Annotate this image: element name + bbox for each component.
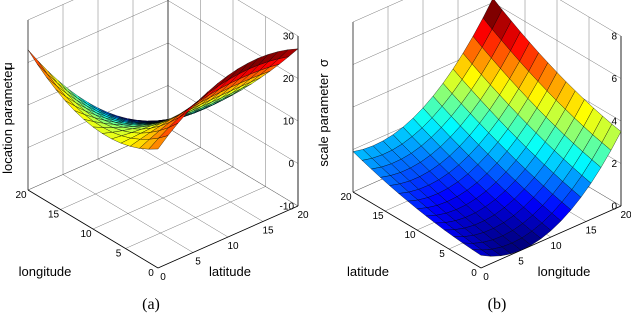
- axis-tick-label: 10: [550, 241, 562, 252]
- panel-label-a: (a): [142, 296, 160, 313]
- z-tick-label: 6: [611, 74, 617, 85]
- floor-grid-line: [60, 147, 201, 210]
- wall-grid-line: [27, 0, 74, 21]
- panel-label-b: (b): [487, 296, 507, 313]
- axis-tick-label: 5: [518, 257, 524, 268]
- surface-patch: [27, 49, 48, 75]
- axis-tick-label: 15: [372, 211, 384, 222]
- wall-grid-line: [352, 2, 494, 65]
- axis-tick-label: 20: [620, 210, 631, 221]
- x-axis-label: longitude: [19, 264, 72, 279]
- axis-tick-label: 15: [48, 210, 60, 221]
- z-tick-label: 4: [611, 117, 617, 128]
- axis-tick-label: 5: [195, 257, 201, 268]
- axis-tick-label: 0: [148, 268, 154, 279]
- axis-tick-label: 20: [297, 210, 309, 221]
- z-tick-label: 2: [611, 159, 617, 170]
- wall-grid-line: [27, 0, 169, 63]
- z-tick-label: 10: [283, 117, 295, 128]
- wall-grid-line: [27, 42, 169, 106]
- y-axis-label: latitude: [347, 264, 389, 279]
- z-tick-label: 0: [611, 202, 617, 213]
- y-axis-label: latitude: [209, 264, 251, 279]
- wall-grid-line: [167, 85, 299, 164]
- axis-tick-label: 5: [439, 249, 445, 260]
- wall-grid-line: [492, 2, 622, 79]
- surface-patch: [471, 249, 492, 257]
- axis-line: [352, 191, 482, 269]
- x-axis-label: longitude: [538, 264, 591, 279]
- z-tick-label: 20: [283, 74, 295, 85]
- z-axis-symbol: μ: [0, 62, 15, 70]
- axis-tick-label: 5: [116, 249, 122, 260]
- axis-tick-label: 0: [471, 268, 477, 279]
- surface-patch: [37, 64, 57, 87]
- floor-grid-line: [132, 143, 264, 222]
- axis-line: [157, 205, 299, 269]
- surface-patch: [148, 135, 169, 150]
- axis-tick-label: 10: [227, 241, 239, 252]
- z-tick-label: 8: [611, 32, 617, 43]
- axis-line: [480, 205, 622, 269]
- z-axis-symbol: σ: [316, 59, 331, 67]
- axis-tick-label: 15: [262, 226, 274, 237]
- z-axis-label: location parameter: [0, 65, 15, 173]
- z-tick-label: 30: [283, 32, 295, 43]
- wall-grid-line: [559, 0, 622, 37]
- z-tick-label: -10: [280, 202, 295, 213]
- wall-grid-line: [167, 127, 299, 207]
- axis-tick-label: 0: [160, 272, 166, 283]
- floor-grid-line: [97, 158, 229, 238]
- axis-tick-label: 10: [404, 230, 416, 241]
- panel-b: 0 5 10 15 20 0 5 10 15 20 0 2 4 6 8 latitude longitude sc…: [316, 0, 631, 324]
- axis-tick-label: 15: [585, 226, 597, 237]
- z-axis-label: scale parameter: [316, 73, 331, 167]
- axis-tick-label: 0: [483, 272, 489, 283]
- axis-tick-label: 20: [340, 192, 352, 203]
- z-tick-label: 0: [288, 159, 294, 170]
- surface-patch: [37, 60, 58, 84]
- panel-a: 0 5 10 15 20 0 5 10 15 20 -10 0 10 20 30 longitude latit…: [0, 0, 315, 324]
- axis-line: [27, 189, 159, 269]
- wall-grid-line: [352, 0, 404, 23]
- axis-tick-label: 20: [15, 190, 27, 201]
- axis-tick-label: 10: [80, 229, 92, 240]
- wall-grid-line: [237, 0, 299, 37]
